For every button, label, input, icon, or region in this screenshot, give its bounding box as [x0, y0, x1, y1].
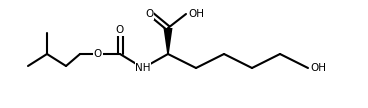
- Text: OH: OH: [310, 63, 326, 73]
- Text: O: O: [94, 49, 102, 59]
- Text: NH: NH: [135, 63, 151, 73]
- Text: O: O: [116, 25, 124, 35]
- Text: O: O: [145, 9, 153, 19]
- Text: OH: OH: [188, 9, 204, 19]
- Polygon shape: [163, 28, 173, 54]
